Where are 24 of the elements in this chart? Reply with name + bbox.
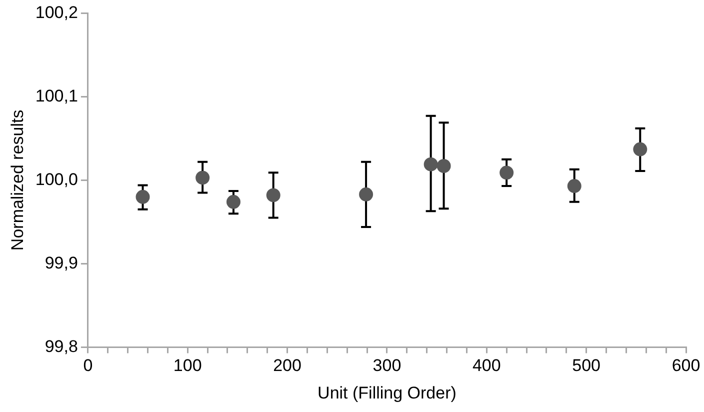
x-tick-label: 500: [572, 356, 601, 376]
x-tick-label: 200: [273, 356, 302, 376]
point: [136, 190, 150, 204]
point: [633, 142, 648, 156]
point: [359, 187, 374, 202]
x-axis-title: Unit (Filling Order): [318, 383, 456, 402]
y-tick-label: 99,9: [44, 253, 78, 272]
point: [226, 194, 240, 209]
x-tick-label: 100: [173, 356, 202, 376]
x-tick-label: 300: [372, 356, 402, 376]
y-tick-label: 100,1: [35, 86, 78, 106]
point: [500, 166, 514, 180]
point: [196, 170, 210, 185]
point: [424, 157, 438, 172]
y-tick-label: 100,2: [35, 2, 78, 22]
y-tick-label: 100,0: [35, 170, 78, 189]
point: [436, 159, 451, 174]
x-tick-label: 400: [472, 356, 501, 376]
point: [266, 188, 280, 202]
y-axis-title: Normalized results: [8, 110, 27, 251]
y-tick-label: 99,8: [44, 336, 78, 356]
x-tick-label: 0: [83, 356, 93, 376]
point: [567, 179, 582, 194]
x-tick-label: 600: [672, 356, 700, 376]
